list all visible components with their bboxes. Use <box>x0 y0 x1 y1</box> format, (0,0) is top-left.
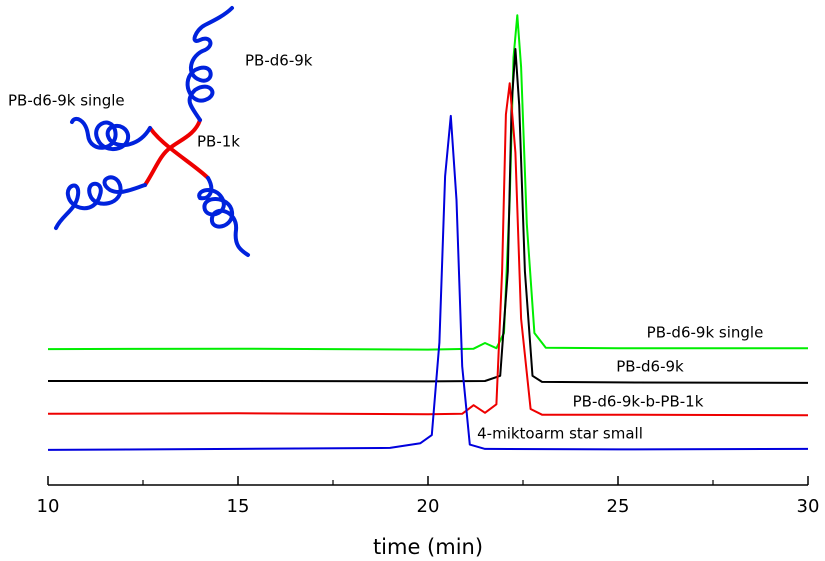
x-tick-label: 20 <box>417 496 440 517</box>
series-line <box>48 48 809 384</box>
x-tick-label: 25 <box>607 496 630 517</box>
series-label: 4-miktoarm star small <box>477 425 643 443</box>
series-line <box>47 114 809 451</box>
x-tick-label: 10 <box>37 496 60 517</box>
coil-left-top <box>70 116 152 151</box>
annotation: PB-1k <box>197 133 240 151</box>
annotation: PB-d6-9k single <box>8 92 125 110</box>
coil-top <box>185 6 234 122</box>
arm-core <box>143 118 210 187</box>
series-line <box>47 14 808 351</box>
series-label: PB-d6-9k <box>616 358 684 376</box>
x-tick-label: 30 <box>797 496 820 517</box>
x-axis-label: time (min) <box>373 535 483 559</box>
coil-left <box>54 175 147 230</box>
coil-right <box>197 176 250 257</box>
inset-star <box>54 6 250 257</box>
series-label: PB-d6-9k single <box>647 324 764 342</box>
series-line <box>47 82 809 417</box>
x-tick-label: 15 <box>227 496 250 517</box>
annotation: PB-d6-9k <box>245 52 313 70</box>
series-label: PB-d6-9k-b-PB-1k <box>573 393 704 411</box>
